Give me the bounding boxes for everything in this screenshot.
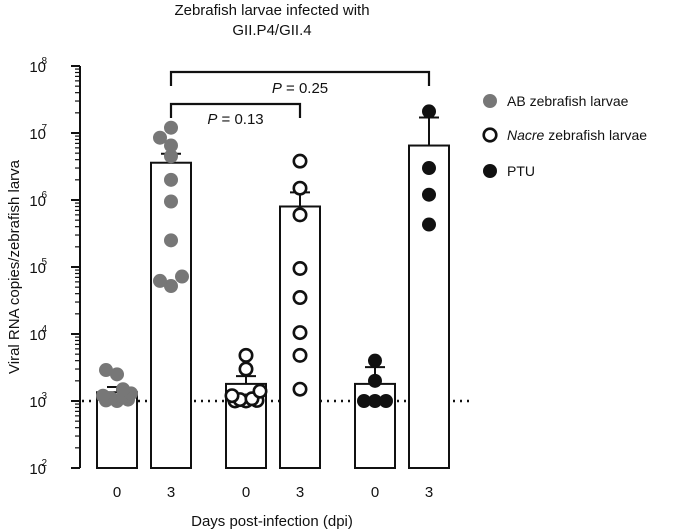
data-point (292, 180, 308, 196)
data-point (292, 260, 308, 276)
data-point (238, 347, 254, 363)
data-point (422, 187, 436, 202)
data-point (357, 394, 371, 408)
data-point (238, 361, 254, 377)
data-point (368, 373, 382, 388)
legend-label-0: AB zebrafish larvae (507, 93, 629, 109)
bars-layer (96, 144, 450, 470)
data-point (422, 161, 436, 176)
y-tick-base: 10 (29, 461, 46, 478)
x-tick-label-3: 3 (296, 484, 304, 501)
legend-marker-2 (483, 164, 497, 178)
data-point (164, 194, 178, 209)
x-axis-label: Days post-infection (dpi) (191, 513, 353, 530)
y-tick-exp: 6 (41, 190, 47, 201)
x-tick-label-2: 0 (242, 484, 250, 501)
legend-label-1: Nacre zebrafish larvae (507, 127, 647, 143)
data-point (164, 233, 178, 248)
y-tick-base: 10 (29, 59, 46, 76)
legend-label-text: PTU (507, 163, 535, 179)
legend-marker-1 (482, 127, 498, 143)
legend-label-text: zebrafish larvae (544, 127, 647, 143)
data-point (99, 363, 113, 378)
points-layer (96, 104, 436, 409)
comparison-label-value: = 0.13 (217, 111, 263, 128)
data-point (292, 381, 308, 397)
y-tick-exp: 3 (41, 391, 47, 402)
data-point (164, 120, 178, 135)
data-point (422, 217, 436, 232)
x-tick-label-4: 0 (371, 484, 379, 501)
comparison-bracket-1 (169, 70, 431, 86)
data-point (175, 269, 189, 284)
y-tick-label-2: 102 (29, 458, 47, 478)
data-point (110, 367, 124, 382)
y-tick-base: 10 (29, 126, 46, 143)
data-point (379, 394, 393, 408)
y-tick-label-4: 104 (29, 324, 47, 344)
data-point (164, 279, 178, 294)
y-axis-label: Viral RNA copies/zebrafish larva (6, 159, 23, 374)
data-point (164, 149, 178, 164)
comparison-label-value: = 0.25 (282, 80, 328, 97)
bar-1 (150, 161, 192, 470)
x-tick-labels: 0 3 0 3 0 3 (113, 484, 433, 501)
legend-label-italic: Nacre (507, 127, 545, 143)
y-tick-base: 10 (29, 327, 46, 344)
comparison-label-0: P = 0.13 (207, 111, 263, 128)
y-tick-label-6: 106 (29, 190, 47, 210)
y-tick-exp: 5 (41, 257, 47, 268)
y-tick-exp: 8 (41, 56, 47, 67)
data-point (292, 325, 308, 341)
y-tick-exp: 2 (41, 458, 47, 469)
comparison-label-p: P (272, 80, 282, 97)
comparison-label-1: P = 0.25 (272, 80, 328, 97)
data-point (422, 104, 436, 119)
data-point (116, 382, 130, 397)
data-point (292, 347, 308, 363)
data-point (153, 273, 167, 288)
y-tick-label-8: 108 (29, 56, 47, 76)
data-point (164, 172, 178, 187)
data-point (224, 388, 240, 404)
data-point (153, 130, 167, 145)
data-point (368, 394, 382, 408)
comparison-label-p: P (207, 111, 217, 128)
data-point (96, 388, 110, 403)
legend-label-2: PTU (507, 163, 535, 179)
y-tick-label-7: 107 (29, 123, 47, 143)
data-point (292, 290, 308, 306)
data-point (368, 353, 382, 368)
y-tick-label-5: 105 (29, 257, 47, 277)
x-tick-label-0: 0 (113, 484, 121, 501)
chart-title-line-1: Zebrafish larvae infected with (174, 2, 369, 19)
y-tick-exp: 7 (41, 123, 47, 134)
data-point (292, 153, 308, 169)
data-point (164, 138, 178, 153)
y-tick-base: 10 (29, 193, 46, 210)
legend-label-text: AB zebrafish larvae (507, 93, 629, 109)
y-tick-base: 10 (29, 394, 46, 411)
y-tick-base: 10 (29, 260, 46, 277)
y-tick-exp: 4 (41, 324, 47, 335)
legend-marker-0 (483, 94, 497, 108)
chart-title-line-2: GII.P4/GII.4 (232, 22, 311, 39)
comparisons-layer: P = 0.13P = 0.25 (169, 70, 431, 128)
comparison-bracket-0 (169, 102, 302, 118)
x-tick-label-5: 3 (425, 484, 433, 501)
y-tick-label-3: 103 (29, 391, 47, 411)
x-tick-label-1: 3 (167, 484, 175, 501)
legend: AB zebrafish larvae Nacre zebrafish larva… (482, 93, 647, 179)
data-point (252, 383, 268, 399)
data-point (292, 207, 308, 223)
